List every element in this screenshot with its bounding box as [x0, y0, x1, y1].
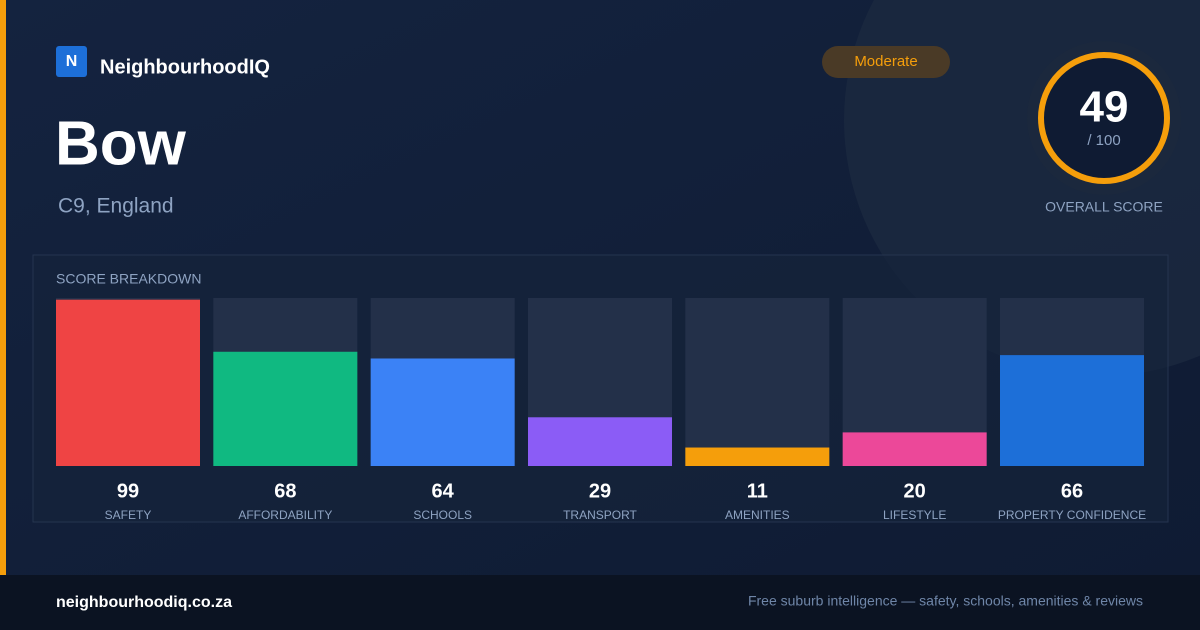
value-label: 64	[432, 480, 455, 502]
accent-stripe	[0, 0, 6, 575]
badge: Moderate	[854, 53, 917, 70]
overall-label: OVERALL SCORE	[1045, 199, 1163, 215]
bar	[1000, 355, 1144, 466]
value-label: 11	[747, 480, 768, 502]
x-tick-label: LIFESTYLE	[883, 508, 946, 522]
score-ring	[1038, 52, 1170, 184]
brand-name: NeighbourhoodIQ	[100, 56, 270, 78]
x-tick-label: SCHOOLS	[413, 508, 472, 522]
bar	[528, 417, 672, 466]
place-region: C9, England	[58, 195, 174, 218]
value-label: 20	[904, 480, 926, 502]
value-label: 68	[274, 480, 296, 502]
x-tick-label: AFFORDABILITY	[238, 508, 332, 522]
bar	[213, 351, 358, 466]
bar-track	[685, 298, 830, 466]
value-label: 99	[117, 480, 139, 502]
overall-max: / 100	[1087, 132, 1120, 149]
place-name: Bow	[55, 109, 187, 178]
badge-bg	[822, 46, 950, 78]
bar	[685, 447, 830, 466]
footer-site: neighbourhoodiq.co.za	[56, 594, 232, 611]
x-tick-label: TRANSPORT	[563, 508, 637, 522]
chart-title: SCORE BREAKDOWN	[56, 271, 201, 287]
overall-score: 49	[1080, 83, 1129, 132]
x-tick-label: AMENITIES	[725, 508, 790, 522]
bar	[842, 432, 987, 466]
footer-bar	[0, 575, 1200, 630]
bar	[56, 299, 200, 466]
footer-tagline: Free suburb intelligence — safety, schoo…	[748, 593, 1143, 609]
value-label: 66	[1061, 480, 1083, 502]
value-label: 29	[589, 480, 611, 502]
x-tick-label: PROPERTY CONFIDENCE	[998, 508, 1146, 522]
x-tick-label: SAFETY	[105, 508, 152, 522]
logo-letter: N	[66, 53, 78, 70]
bar	[370, 358, 515, 466]
logo	[56, 46, 87, 77]
